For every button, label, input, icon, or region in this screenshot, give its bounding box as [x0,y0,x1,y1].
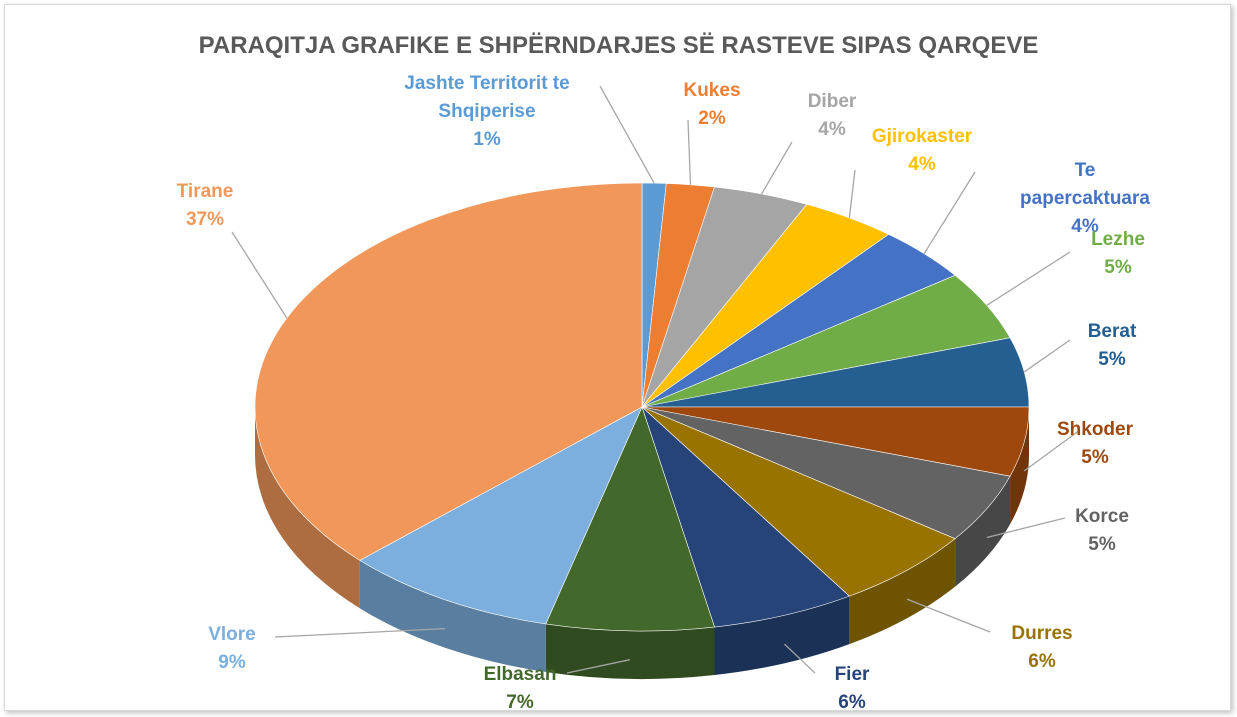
data-label: Diber 4% [808,88,857,144]
slice [641,406,850,628]
leader-line [986,517,1066,539]
slice [254,182,643,561]
category-label: Vlore [208,624,256,645]
value-label: 4% [1071,216,1099,237]
leader-line [687,119,692,185]
leader-line [906,598,991,633]
data-label: Kukes 2% [683,77,740,133]
value-label: 7% [506,692,534,713]
slice [359,406,643,625]
leader-line [1023,429,1081,472]
value-label: 2% [698,108,726,129]
leader-line [761,141,793,195]
leader-line [923,171,976,255]
value-label: 1% [473,129,501,150]
category-label: Korce [1075,506,1129,527]
value-label: 4% [908,154,936,175]
data-label: Shkoder 5% [1057,416,1133,472]
slice-side [359,560,546,672]
value-label: 5% [1088,534,1116,555]
category-label: Gjirokaster [871,126,973,147]
data-label: Berat 5% [1088,318,1137,374]
category-label: Durres [1011,623,1073,644]
slice-side [1010,407,1029,525]
data-label: Lezhe 5% [1091,226,1145,282]
value-label: 5% [1104,257,1132,278]
chart-title: PARAQITJA GRAFIKE E SHPËRNDARJES SË RAST… [198,32,1039,59]
slice-side [714,596,850,676]
slice [545,406,715,632]
value-label: 9% [218,652,246,673]
data-label: Vlore 9% [208,621,256,677]
leader-line [784,643,816,674]
category-label: Te papercaktuara [1020,160,1150,209]
data-label: Te papercaktuara 4% [1009,157,1161,241]
value-label: 5% [1081,447,1109,468]
category-label: Lezhe [1091,229,1145,250]
leader-line [986,251,1071,306]
value-label: 6% [838,692,866,713]
leader-line [274,627,446,638]
category-label: Tirane [176,181,234,202]
slice [641,406,956,597]
value-label: 4% [818,119,846,140]
value-label: 5% [1098,349,1126,370]
leader-line [566,659,630,674]
category-label: Berat [1087,321,1137,342]
leader-line [599,85,655,184]
data-label: Fier 6% [835,661,870,717]
slice-side [545,623,715,679]
category-label: Shkoder [1056,419,1134,440]
data-label: Korce 5% [1075,503,1129,559]
category-label: Jashte Territorit te Shqiperise [404,73,570,122]
data-label: Tirane 37% [177,178,234,234]
category-label: Fier [834,664,870,685]
data-label: Gjirokaster 4% [872,123,972,179]
leader-line [848,169,856,218]
data-label: Jashte Territorit te Shqiperise 1% [372,70,602,154]
category-label: Elbasan [483,664,557,685]
value-label: 6% [1028,651,1056,672]
slice-side [849,538,956,645]
data-label: Elbasan 7% [484,661,557,717]
value-label: 37% [185,209,225,230]
leader-line [1023,339,1071,373]
category-label: Diber [807,91,857,112]
data-label: Durres 6% [1011,620,1072,676]
category-label: Kukes [683,80,741,101]
slice-side [955,476,1011,587]
leader-line [231,231,288,319]
slice-side [255,407,360,609]
